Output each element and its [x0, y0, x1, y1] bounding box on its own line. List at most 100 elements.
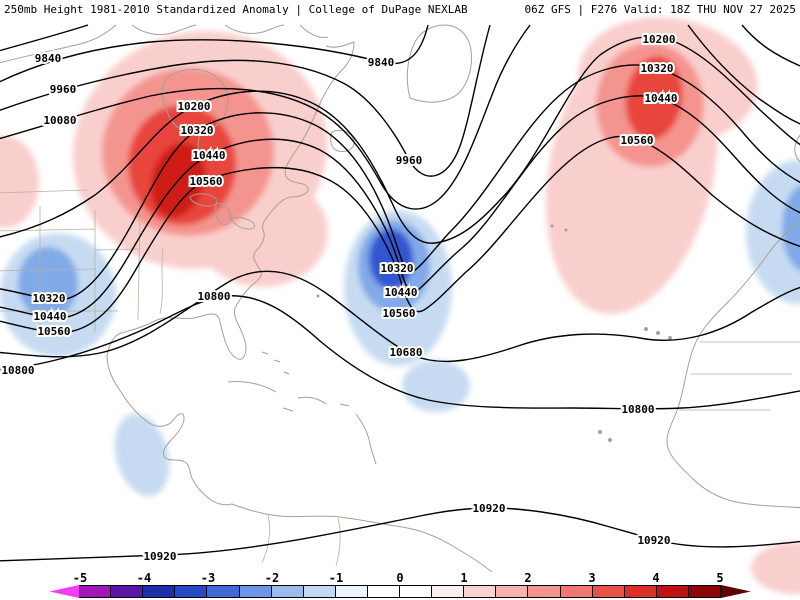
- colorbar-segment: [79, 585, 112, 598]
- north-america-coast: [106, 107, 319, 506]
- anomaly-colorbar: -5 -4 -3 -2 -1 0 1 2 3 4 5: [48, 571, 752, 598]
- iberia-corner: [794, 134, 800, 163]
- colorbar-tick-label: 2: [524, 571, 532, 585]
- contour-label: 10440: [33, 310, 66, 323]
- contour-10800: [0, 295, 800, 410]
- canary-islands: [668, 336, 672, 340]
- colorbar-segment: [143, 585, 176, 598]
- contour-9840: [0, 24, 429, 83]
- colorbar-segment: [656, 585, 689, 598]
- colorbar-segment: [592, 585, 625, 598]
- contour-label: 10440: [192, 149, 225, 162]
- colorbar-segment: [432, 585, 465, 598]
- coastlines-and-borders: [0, 24, 800, 573]
- contour-label: 9960: [50, 83, 77, 96]
- colorbar-tick-label: -5: [72, 571, 88, 585]
- contour-label: 10080: [43, 114, 76, 127]
- labrador-coast: [317, 41, 355, 109]
- contour-10080: [0, 24, 531, 210]
- contour-9960: [0, 24, 491, 177]
- contour-label: 10800: [621, 403, 654, 416]
- contour-label: 10200: [642, 33, 675, 46]
- height-contours: [0, 24, 800, 562]
- colorbar-segment: [720, 585, 751, 598]
- model-valid-time: 06Z GFS | F276 Valid: 18Z THU NOV 27 202…: [524, 3, 796, 16]
- contour-label: 10320: [640, 62, 673, 75]
- colorbar-scale: [48, 585, 752, 598]
- colorbar-tick-label: 3: [588, 571, 596, 585]
- contour-10920: [0, 507, 800, 562]
- contour-label: 10320: [32, 292, 65, 305]
- cape-verde: [598, 430, 602, 434]
- colorbar-segment: [49, 585, 80, 598]
- contour-label: 10320: [380, 262, 413, 275]
- contour-label: 10440: [384, 286, 417, 299]
- hudson-bay: [161, 69, 229, 158]
- canary-islands: [644, 327, 648, 331]
- caribbean-islands: [227, 351, 377, 465]
- azores: [564, 228, 568, 232]
- colorbar-segment: [335, 585, 368, 598]
- contour-10440: [0, 95, 800, 319]
- colorbar-segment: [207, 585, 240, 598]
- contour-label: 10680: [389, 346, 422, 359]
- contour-label: 10200: [177, 100, 210, 113]
- arctic-coast: [0, 24, 329, 64]
- colorbar-tick-label: -3: [200, 571, 216, 585]
- contour-label: 10560: [189, 175, 222, 188]
- colorbar-tick-label: -1: [328, 571, 344, 585]
- canary-islands: [656, 331, 660, 335]
- colorbar-segment: [175, 585, 208, 598]
- colorbar-segment: [303, 585, 336, 598]
- contour-upper-right: [687, 24, 800, 125]
- colorbar-tick-label: -4: [136, 571, 152, 585]
- colorbar-tick-row: -5 -4 -3 -2 -1 0 1 2 3 4 5: [48, 571, 752, 585]
- great-lakes: [189, 193, 255, 230]
- contour-label: 10560: [620, 134, 653, 147]
- south-america-coast: [231, 503, 493, 573]
- greenland: [406, 24, 472, 103]
- contour-upper-left: [0, 24, 89, 52]
- colorbar-tick-label: 1: [460, 571, 468, 585]
- colorbar-segment: [111, 585, 144, 598]
- newfoundland: [330, 129, 355, 152]
- colorbar-segment: [271, 585, 304, 598]
- colorbar-segment: [400, 585, 433, 598]
- colorbar-tick-label: -2: [264, 571, 280, 585]
- contour-label: 10800: [1, 364, 34, 377]
- south-america-borders: [261, 514, 341, 567]
- contour-label: 10920: [472, 502, 505, 515]
- contour-label: 10560: [37, 325, 70, 338]
- contour-10320: [0, 64, 800, 301]
- product-title: 250mb Height 1981-2010 Standardized Anom…: [4, 3, 468, 16]
- contour-10680: [0, 270, 800, 363]
- contour-label: 9840: [368, 56, 395, 69]
- cape-verde: [608, 438, 612, 442]
- africa-borders: [679, 341, 800, 411]
- title-bar: 250mb Height 1981-2010 Standardized Anom…: [4, 3, 796, 16]
- colorbar-segment: [560, 585, 593, 598]
- contour-10200: [0, 36, 800, 244]
- contour-label: 10800: [197, 290, 230, 303]
- colorbar-segment: [528, 585, 561, 598]
- contour-label: 9960: [396, 154, 423, 167]
- bermuda: [316, 294, 320, 298]
- contour-label: 10320: [180, 124, 213, 137]
- colorbar-segment: [688, 585, 721, 598]
- contour-label: 9840: [35, 52, 62, 65]
- contour-label: 10560: [382, 307, 415, 320]
- contour-label: 10440: [644, 92, 677, 105]
- azores: [550, 224, 554, 228]
- colorbar-tick-label: 4: [652, 571, 660, 585]
- colorbar-segment: [464, 585, 497, 598]
- contour-10560: [0, 135, 800, 334]
- colorbar-segment: [624, 585, 657, 598]
- colorbar-segment: [367, 585, 401, 598]
- colorbar-segment: [496, 585, 529, 598]
- contour-label: 10920: [143, 550, 176, 563]
- colorbar-tick-label: 5: [716, 571, 724, 585]
- colorbar-segment: [239, 585, 272, 598]
- colorbar-tick-label: 0: [396, 571, 404, 585]
